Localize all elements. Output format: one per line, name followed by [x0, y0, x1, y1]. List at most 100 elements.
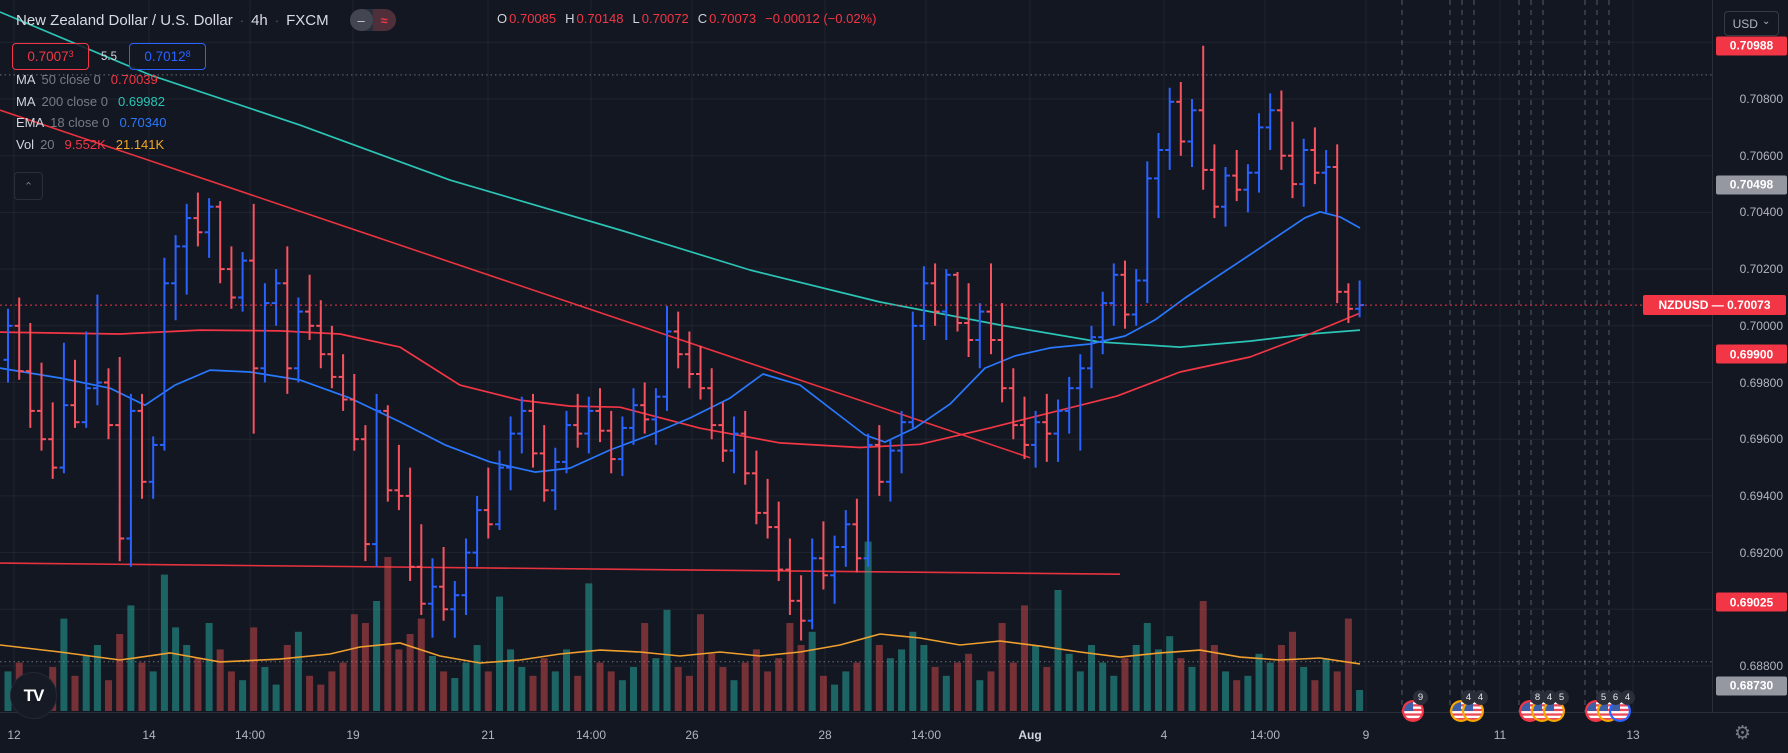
time-axis-label[interactable]: 11 [1493, 728, 1507, 742]
time-axis-label[interactable]: 14:00 [234, 728, 266, 742]
volume-bar [183, 645, 191, 711]
price-axis-label: 0.69400 [1739, 488, 1783, 503]
indicator-legend-row[interactable]: MA 50 close 0 0.70039 [16, 72, 166, 87]
approx-icon[interactable]: ≈ [372, 9, 396, 31]
volume-bar [674, 667, 682, 711]
volume-bar [194, 658, 202, 711]
time-axis-label[interactable]: 4 [1160, 728, 1168, 742]
indicator-legend-row[interactable]: Vol 20 9.552K 21.141K [16, 137, 166, 152]
volume-bar [60, 618, 68, 711]
event-count-badge: 4 [1473, 690, 1488, 705]
volume-bar [618, 680, 626, 711]
volume-bar [540, 658, 548, 711]
time-axis-label[interactable]: 14 [142, 728, 156, 742]
volume-bar [149, 671, 157, 711]
volume-bar [294, 631, 302, 711]
time-axis-label[interactable]: 14:00 [575, 728, 607, 742]
time-axis-label[interactable]: 26 [685, 728, 699, 742]
volume-bar [764, 671, 772, 711]
us-flag-icon[interactable] [1543, 700, 1565, 722]
volume-bar [1199, 601, 1207, 711]
buy-price: 0.7012 [144, 49, 186, 64]
price-axis-label: 0.69200 [1739, 545, 1783, 560]
volume-bar [283, 645, 291, 711]
volume-bar [261, 667, 269, 711]
ohlc-readout: O 0.70085 H 0.70148 L 0.70072 C 0.70073 −0.00012… [497, 11, 876, 26]
volume-bar [116, 634, 124, 711]
volume-bar [1311, 680, 1319, 711]
time-axis-label[interactable]: 28 [818, 728, 832, 742]
trendline-drawing[interactable] [0, 562, 1121, 575]
volume-bar [518, 667, 526, 711]
indicator-legend-row[interactable]: MA 200 close 0 0.69982 [16, 94, 166, 109]
symbol-title[interactable]: New Zealand Dollar / U.S. Dollar [16, 11, 233, 29]
interval-label[interactable]: 4h [251, 11, 268, 29]
price-axis-alert-label: 0.70498 [1716, 175, 1787, 195]
volume-bar [373, 601, 381, 711]
price-axis-label: 0.68800 [1739, 659, 1783, 673]
ohlc-item: O 0.70085 [497, 11, 557, 26]
indicator-value-2: 21.141K [115, 136, 165, 152]
currency-dropdown[interactable]: USD ⌄ [1724, 11, 1779, 36]
volume-bar [775, 658, 783, 711]
volume-bar [831, 684, 839, 711]
buy-button[interactable]: 0.7012 8 [129, 43, 206, 70]
volume-bar [4, 671, 12, 711]
volume-bar [82, 656, 90, 711]
indicator-value: 9.552K [64, 136, 106, 152]
volume-bar [965, 653, 973, 711]
volume-bar [730, 680, 738, 711]
volume-bar [954, 662, 961, 711]
tradingview-logo-icon[interactable]: TV [10, 672, 57, 719]
volume-bar [1009, 662, 1017, 711]
volume-bar [429, 656, 436, 711]
gear-glyph: ⚙ [1734, 723, 1752, 744]
volume-bar [641, 623, 649, 711]
time-axis-label[interactable]: Aug [1018, 728, 1042, 742]
indicator-legends: MA 50 close 0 0.70039 MA 200 close 0 0.69982 E… [16, 72, 166, 152]
ohlc-item: C 0.70073 [697, 11, 757, 26]
volume-bar [1289, 631, 1296, 711]
volume-bar [1177, 658, 1185, 711]
time-axis-label[interactable]: 9 [1362, 728, 1370, 742]
logo-text: TV [23, 685, 45, 705]
volume-bar [395, 649, 403, 711]
volume-bar [607, 671, 615, 711]
volume-bar [909, 631, 917, 711]
marker-toggle-pill[interactable]: – ≈ [349, 9, 396, 31]
trendline-drawing[interactable] [0, 109, 1031, 459]
time-axis[interactable]: 12 14 14:00 19 21 14:00 26 28 14:00 Aug 4 14:00 9 11 1… [0, 712, 1788, 753]
volume-bar [473, 645, 481, 711]
event-count-badge: 8 [1530, 690, 1545, 705]
volume-bar [931, 667, 939, 711]
collapse-legends-button[interactable]: ⌃ [14, 172, 43, 200]
us-flag-icon[interactable] [1609, 700, 1631, 722]
time-axis-label[interactable]: 12 [7, 728, 21, 742]
volume-bar [71, 675, 79, 711]
time-axis-label[interactable]: 13 [1626, 728, 1640, 742]
volume-bar [976, 680, 984, 711]
volume-ma-line [0, 633, 1361, 665]
volume-bar [1233, 680, 1241, 711]
time-axis-label[interactable]: 14:00 [1249, 728, 1281, 742]
volume-bar [574, 675, 582, 711]
event-count-badge: 4 [1620, 690, 1635, 705]
ema-18-line [0, 210, 1361, 473]
settings-gear-icon[interactable]: ⚙ [1734, 722, 1751, 745]
exchange-label[interactable]: FXCM [286, 11, 329, 29]
last-price-axis-label: NZDUSD — 0.70073 [1643, 295, 1786, 316]
time-axis-label[interactable]: 19 [346, 728, 360, 742]
time-axis-label[interactable]: 14:00 [910, 728, 942, 742]
volume-bar [1244, 675, 1252, 711]
sell-button[interactable]: 0.7007 3 [12, 43, 89, 70]
price-axis[interactable]: USD ⌄ 0.70988 0.70800 0.70600 0.70498 0.7040… [1712, 0, 1788, 712]
volume-bar [563, 649, 570, 711]
time-axis-label[interactable]: 21 [481, 728, 495, 742]
indicator-name: EMA [16, 115, 45, 130]
indicator-legend-row[interactable]: EMA 18 close 0 0.70340 [16, 115, 166, 130]
minus-icon[interactable]: – [349, 9, 373, 31]
volume-bar [864, 541, 872, 711]
volume-bar [350, 614, 358, 711]
indicator-value: 0.70340 [119, 115, 167, 130]
